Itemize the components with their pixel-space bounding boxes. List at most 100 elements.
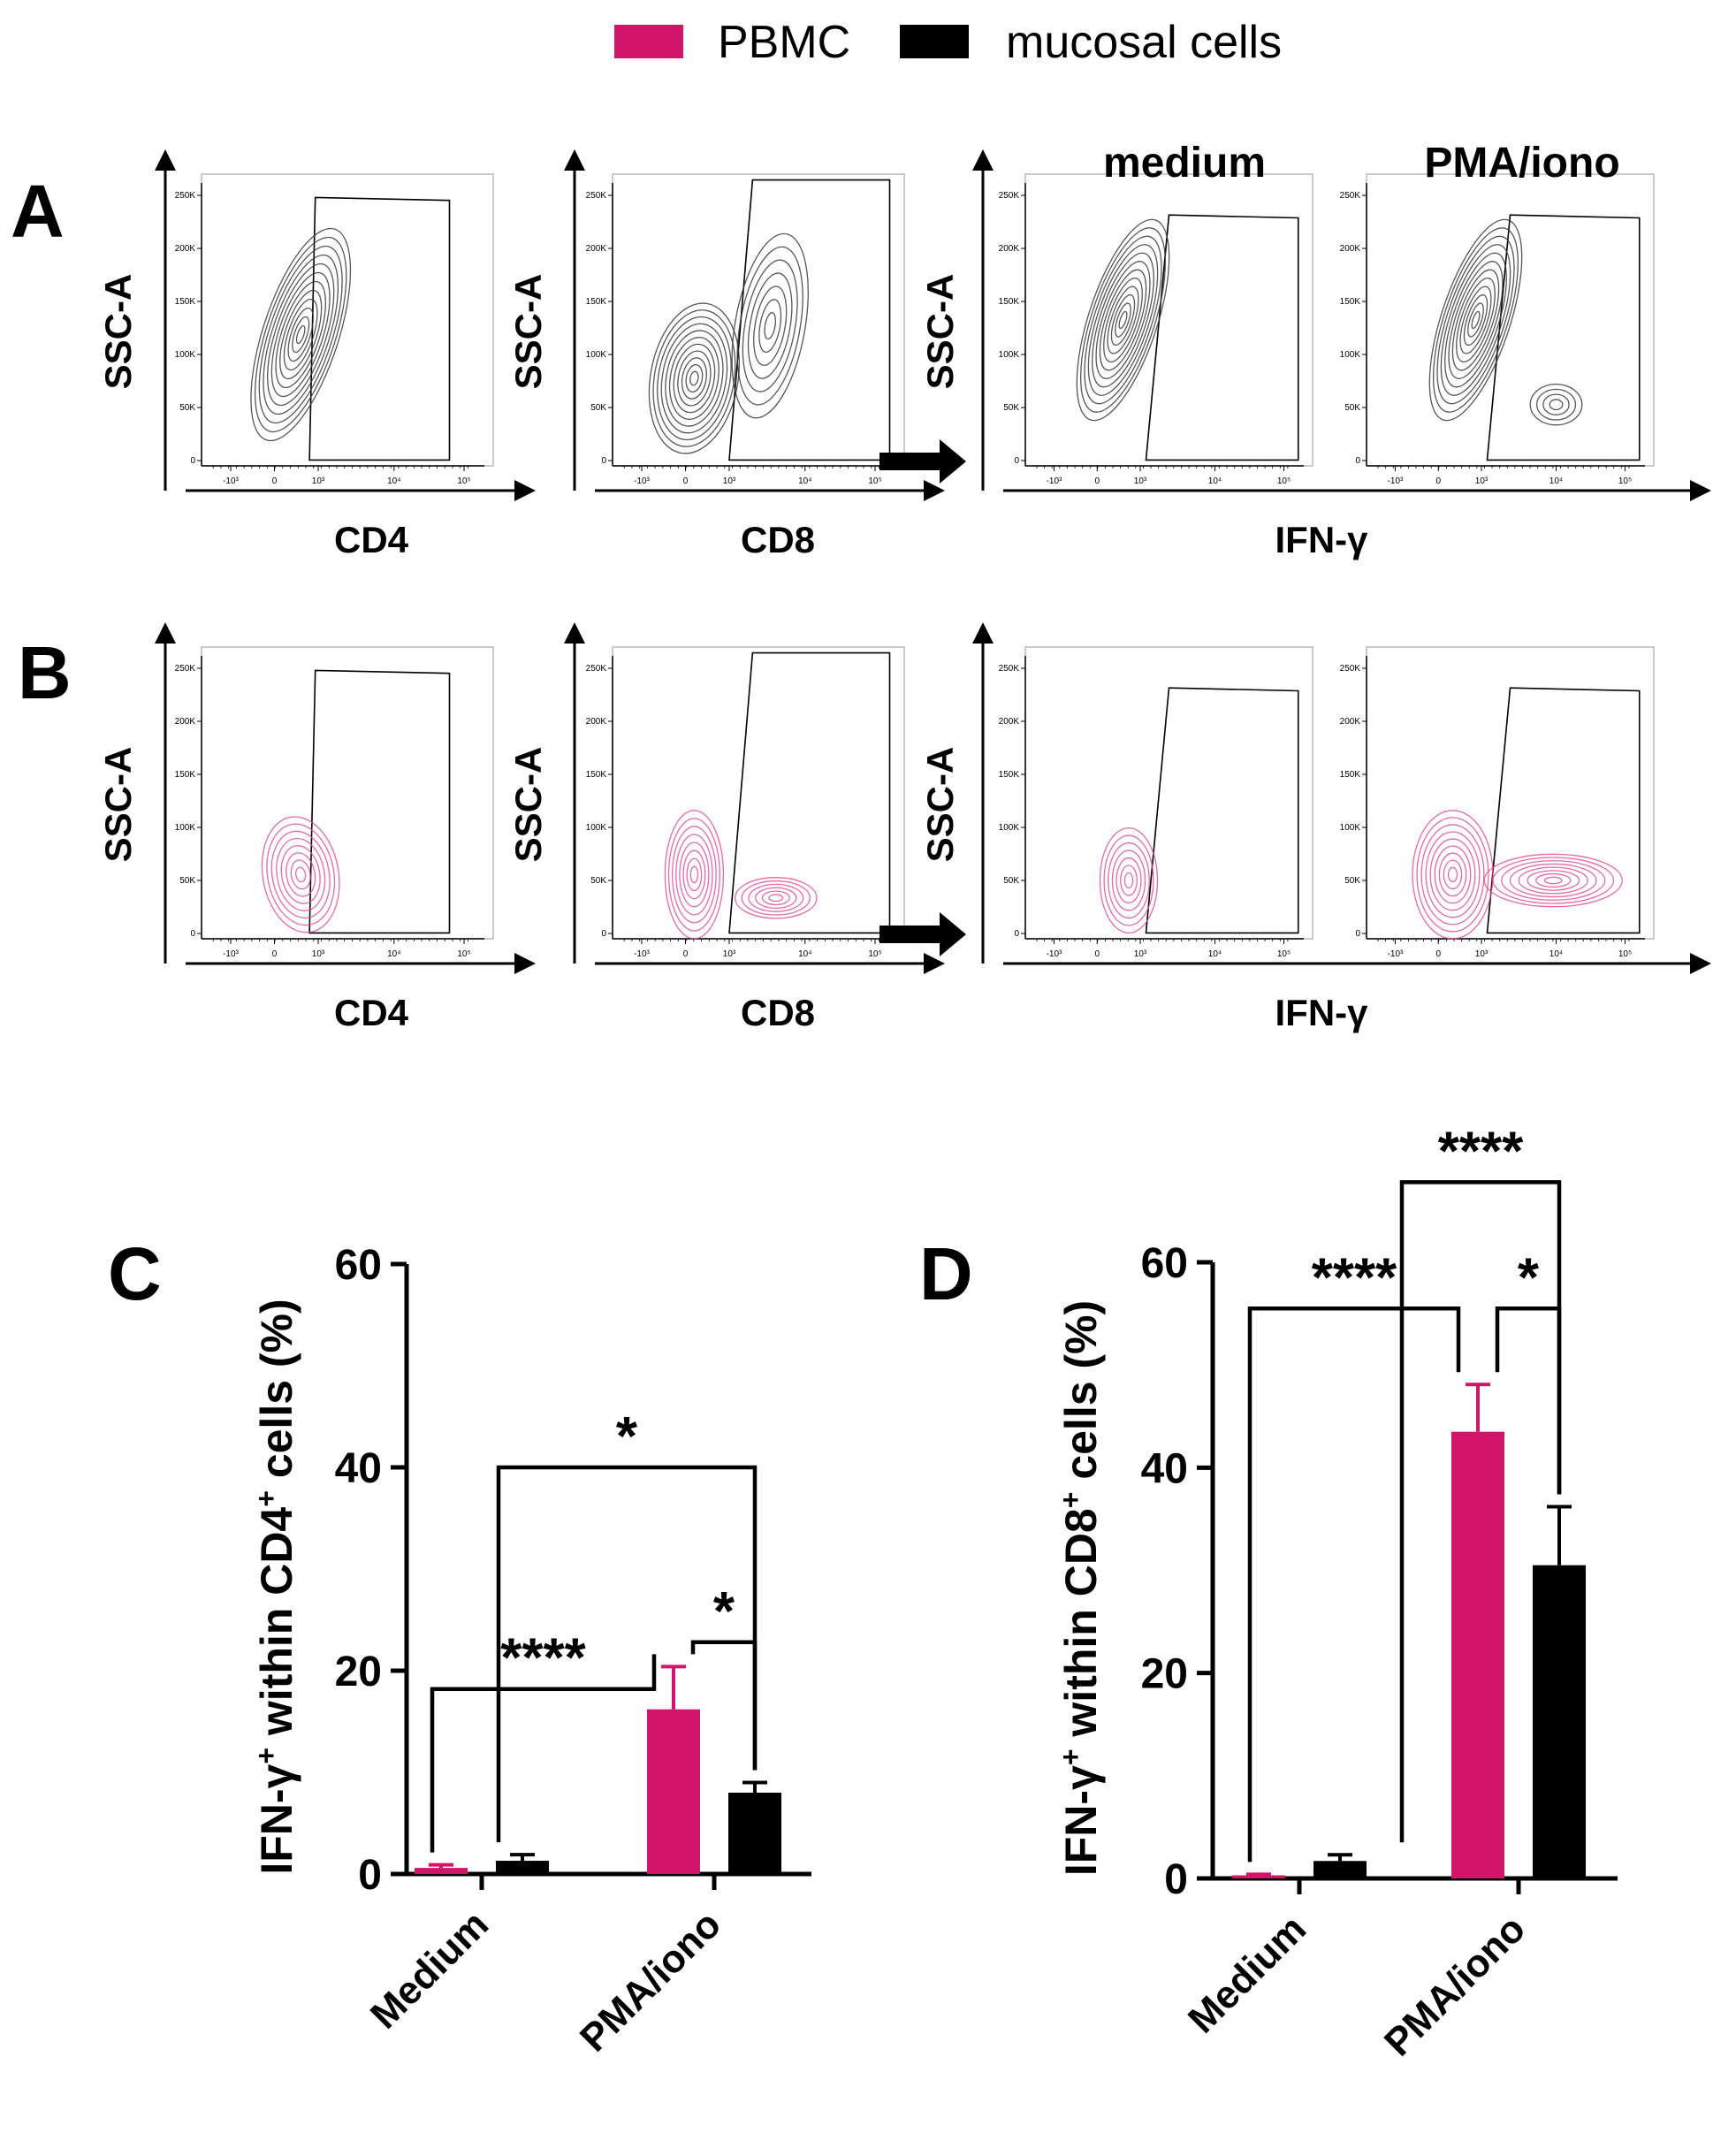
x-tick-label: -10³ <box>223 949 239 959</box>
y-tick-label: 0 <box>1014 929 1019 939</box>
contour-line <box>1436 235 1515 405</box>
plot-frame <box>612 173 905 467</box>
flow-y-title: SSC-A <box>97 747 139 863</box>
x-tick-label: 0 <box>272 476 278 486</box>
y-tick-label: 100K <box>175 823 196 833</box>
x-tick-label: 10⁵ <box>1618 476 1632 486</box>
y-tick-label: 50K <box>1003 876 1019 886</box>
x-tick-label: 10⁵ <box>457 949 470 959</box>
contour-line <box>1542 393 1570 415</box>
flow-x-title-cd4: CD4 <box>334 519 409 560</box>
y-tick-label: 40 <box>335 1445 382 1492</box>
contour-line <box>286 852 316 897</box>
contour-line <box>1099 827 1159 934</box>
contour-line <box>1107 286 1139 354</box>
contour-line <box>736 246 803 406</box>
x-tick-label: 0 <box>1435 476 1441 486</box>
x-tick-label: 10³ <box>1475 949 1489 959</box>
contour-line <box>1483 853 1623 908</box>
plot-frame <box>1024 173 1313 467</box>
x-tick-label: 10⁵ <box>1277 476 1291 486</box>
contour-line <box>1434 845 1472 904</box>
x-tick-label: 0 <box>1435 949 1441 959</box>
contour-line <box>280 845 321 904</box>
contour-line <box>1099 269 1147 371</box>
contour-line <box>1438 852 1467 897</box>
x-tick-label: -10³ <box>1047 949 1062 959</box>
x-tick-label: 10³ <box>312 949 325 959</box>
contour-line <box>1535 872 1572 888</box>
contour-line <box>267 263 335 407</box>
y-tick-label: 0 <box>190 929 195 939</box>
x-tick-label: 0 <box>272 949 278 959</box>
y-tick-label: 250K <box>175 191 196 201</box>
contour-line <box>1549 399 1564 411</box>
flow-plot-ifn-medium: 0 50K 100K 150K 200K 250K -10³ 0 10³ 10⁴ 10⁵ <box>999 173 1313 486</box>
contour-line <box>270 271 331 398</box>
x-tick-label: 10⁵ <box>868 476 881 486</box>
x-tick-label: 10³ <box>723 949 736 959</box>
y-title-part: within CD4 <box>252 1507 301 1748</box>
flow-y-title: SSC-A <box>507 274 549 390</box>
y-axis-title: IFN-γ+ within CD8+ cells (%) <box>1055 1300 1106 1876</box>
y-tick-label: 150K <box>586 770 607 780</box>
contour-line <box>1501 860 1606 901</box>
y-tick-label: 50K <box>1344 403 1360 413</box>
y-tick-label: 50K <box>1003 403 1019 413</box>
y-tick-label: 200K <box>1340 244 1361 254</box>
panel-letter-b: B <box>18 631 72 714</box>
y-tick-label: 100K <box>999 350 1020 360</box>
x-category-label: PMA/iono <box>1376 1907 1534 2064</box>
x-tick-label: -10³ <box>1388 476 1404 486</box>
contour-line <box>679 842 710 908</box>
contour-line <box>1428 218 1523 422</box>
y-tick-label: 100K <box>1340 823 1361 833</box>
y-title-sup: + <box>250 1748 282 1764</box>
gate-polygon <box>1486 214 1641 461</box>
contour-line <box>1087 244 1159 396</box>
contour-line <box>652 309 736 447</box>
legend-label-pbmc: PBMC <box>718 17 850 68</box>
bar-pbmc-medium <box>1232 1875 1285 1878</box>
contour-line <box>261 816 340 933</box>
y-tick-label: 200K <box>175 717 196 727</box>
y-tick-label: 150K <box>1340 297 1361 307</box>
y-tick-label: 0 <box>1014 456 1019 466</box>
y-tick-label: 0 <box>1164 1856 1188 1903</box>
x-tick-label: 10⁴ <box>798 949 811 959</box>
flow-plot-cd4: 0 50K 100K 150K 200K 250K -10³ 0 10³ 10⁴ 10⁵ <box>175 646 494 959</box>
contour-line <box>1108 842 1150 919</box>
contour-line <box>1120 865 1138 896</box>
contour-line <box>279 289 323 380</box>
contour-line <box>764 312 777 340</box>
flow-x-title-cd8: CD8 <box>741 519 815 560</box>
x-tick-label: 10³ <box>723 476 736 486</box>
contour-line <box>1103 278 1143 362</box>
plot-frame <box>1024 646 1313 940</box>
contour-line <box>1123 872 1134 889</box>
flow-row-a: SSC-A CD4 0 50K 100K 150K 200K 250K -10³ 0 10³ 10⁴ 1… <box>97 140 1711 560</box>
y-tick-label: 150K <box>586 297 607 307</box>
x-tick-label: -10³ <box>634 949 650 959</box>
y-tick-label: 250K <box>1340 191 1361 201</box>
contour-line <box>673 343 716 414</box>
y-tick-label: 50K <box>179 876 195 886</box>
x-tick-label: 0 <box>683 476 689 486</box>
x-tick-label: 10³ <box>312 476 325 486</box>
y-tick-label: 20 <box>335 1649 382 1695</box>
contour-line <box>747 272 793 379</box>
contour-line <box>1429 838 1476 911</box>
y-tick-label: 150K <box>999 297 1020 307</box>
contour-line <box>295 866 307 883</box>
y-tick-label: 250K <box>999 664 1020 674</box>
significance-label: * <box>616 1406 638 1467</box>
contour-line <box>681 357 707 400</box>
contour-line <box>1527 870 1580 891</box>
x-tick-label: 10⁴ <box>1549 476 1563 486</box>
contour-line <box>682 849 706 900</box>
contour-line <box>1444 252 1507 388</box>
flow-plot-ifn-medium: 0 50K 100K 150K 200K 250K -10³ 0 10³ 10⁴ 10⁵ <box>999 646 1313 959</box>
contour-line <box>686 857 703 892</box>
contour-line <box>753 286 788 366</box>
significance-bracket <box>496 1465 758 1843</box>
